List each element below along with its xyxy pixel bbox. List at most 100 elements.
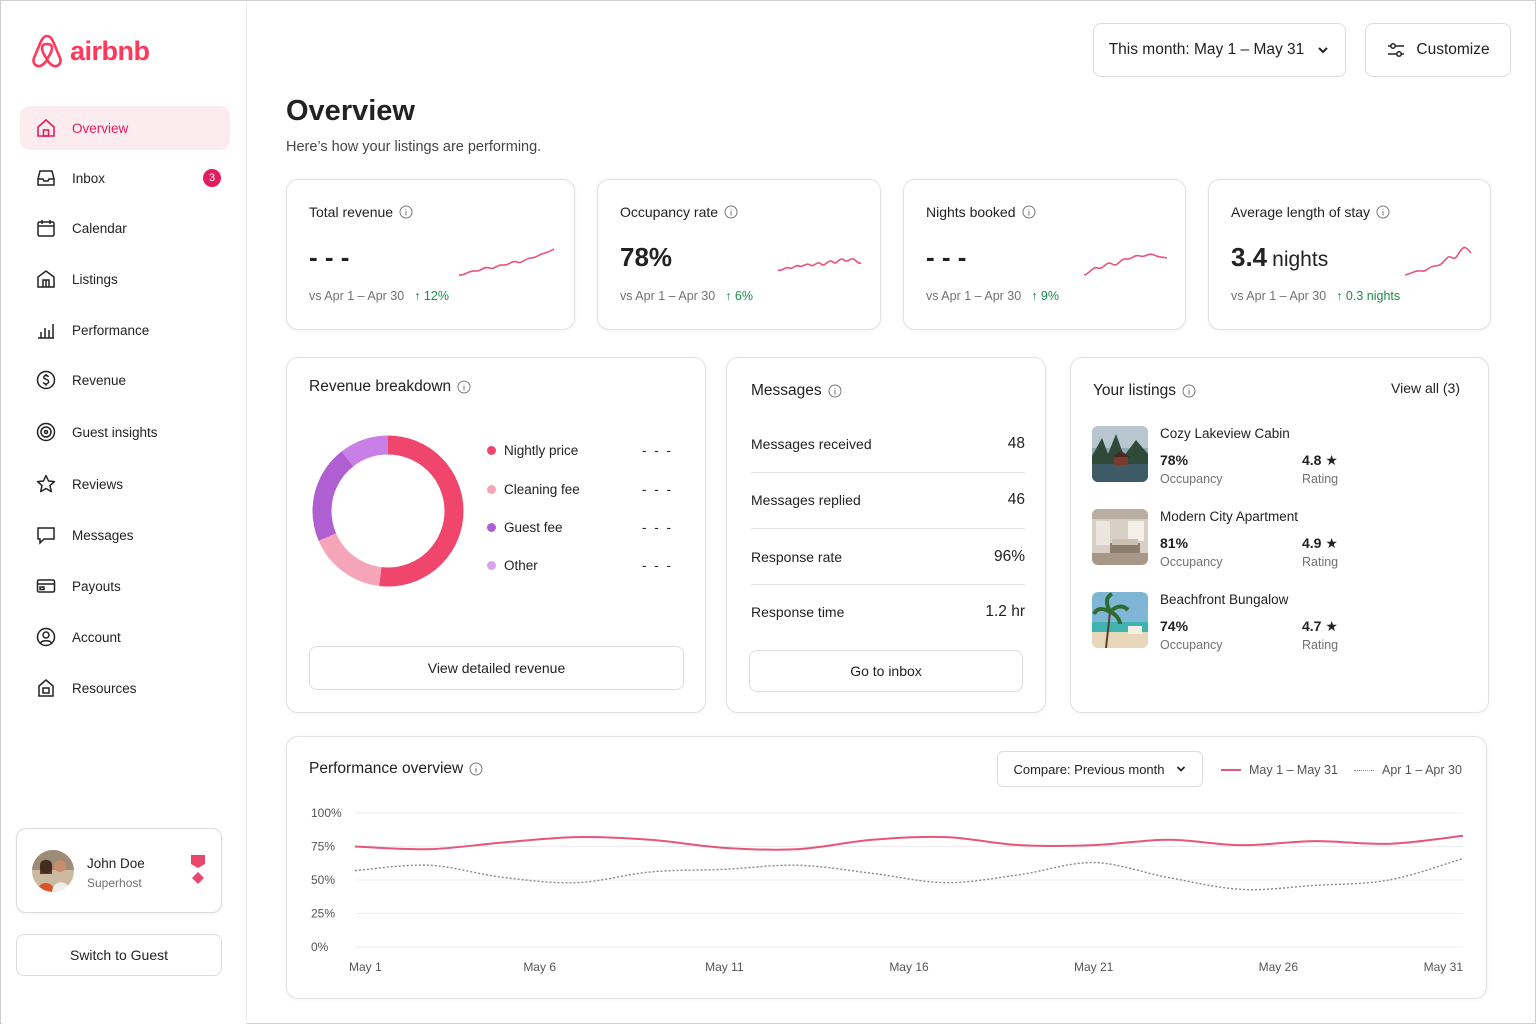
sidebar-item-revenue[interactable]: Revenue (20, 358, 230, 402)
info-icon[interactable] (1022, 205, 1036, 219)
kpi-compare: vs Apr 1 – Apr 30 ↑ 6% (620, 289, 753, 303)
x-tick-label: May 6 (523, 960, 556, 974)
x-tick-label: May 16 (889, 960, 929, 974)
sidebar-item-label: Calendar (72, 220, 127, 236)
sidebar-item-listings[interactable]: Listings (20, 257, 230, 301)
view-detailed-revenue-button[interactable]: View detailed revenue (309, 646, 684, 690)
kpi-compare: vs Apr 1 – Apr 30 ↑ 0.3 nights (1231, 289, 1401, 303)
sparkline (1083, 253, 1168, 276)
card-title: Revenue breakdown (309, 378, 471, 396)
info-icon[interactable] (1376, 205, 1390, 219)
sliders-icon (1388, 43, 1405, 57)
kpi-card-nights-booked: Nights booked - - - vs Apr 1 – Apr 30 ↑ 9… (903, 179, 1186, 330)
x-tick-label: May 26 (1259, 960, 1299, 974)
your-listings-card: Your listings View all (3) Cozy Lakeview… (1070, 357, 1489, 713)
sidebar-item-messages[interactable]: Messages (20, 513, 230, 557)
listing-rating-label: Rating (1302, 472, 1339, 486)
user-role: Superhost (87, 876, 142, 890)
sidebar-item-resources[interactable]: Resources (20, 666, 230, 710)
legend-previous-period: Apr 1 – Apr 30 (1354, 763, 1462, 777)
listing-occupancy: 78% (1160, 452, 1189, 468)
kpi-value: 78% (620, 242, 673, 272)
home-icon (20, 117, 72, 139)
kpi-compare: vs Apr 1 – Apr 30 ↑ 12% (309, 289, 449, 303)
message-icon (20, 524, 72, 546)
divider (751, 472, 1025, 473)
kpi-value: - - - (926, 242, 967, 272)
kpi-compare: vs Apr 1 – Apr 30 ↑ 9% (926, 289, 1059, 303)
kpi-delta: ↑ 6% (725, 289, 753, 303)
listing-item[interactable]: Cozy Lakeview Cabin 78% Occupancy 4.8 ★ … (1092, 426, 1352, 496)
sidebar: airbnb Overview Inbox Calendar (2, 2, 247, 1024)
calendar-icon (20, 217, 72, 239)
superhost-badge-icon (189, 854, 207, 893)
card-title: Messages (751, 382, 842, 400)
donut-segment-other (312, 435, 464, 587)
sidebar-item-label: Account (72, 629, 121, 645)
page-subtitle: Here’s how your listings are performing. (286, 139, 542, 155)
logo[interactable]: airbnb (30, 32, 150, 70)
series-line-current (354, 834, 1464, 851)
donut-segment-guest-fee (312, 435, 464, 587)
info-icon[interactable] (469, 762, 483, 776)
sidebar-item-label: Overview (72, 120, 129, 136)
kpi-label: Average length of stay (1231, 204, 1390, 220)
account-icon (20, 626, 72, 648)
kpi-value: 3.4 nights (1231, 242, 1329, 272)
switch-to-guest-button[interactable]: Switch to Guest (16, 934, 222, 976)
info-icon[interactable] (399, 205, 413, 219)
sidebar-item-reviews[interactable]: Reviews (20, 462, 230, 506)
y-tick-label: 50% (311, 873, 335, 887)
kpi-delta: ↑ 12% (414, 289, 449, 303)
view-all-listings-link[interactable]: View all (3) (1391, 380, 1460, 396)
info-icon[interactable] (828, 384, 842, 398)
listing-item[interactable]: Modern City Apartment 81% Occupancy 4.9 … (1092, 509, 1352, 579)
revenue-donut-chart (312, 435, 464, 587)
info-icon[interactable] (1182, 384, 1196, 398)
sidebar-item-overview[interactable]: Overview (20, 106, 230, 150)
listing-occupancy: 74% (1160, 618, 1189, 634)
kpi-value: - - - (309, 242, 350, 272)
compare-period-select[interactable]: Compare: Previous month (997, 751, 1203, 787)
sidebar-item-label: Payouts (72, 578, 121, 594)
kpi-delta: ↑ 0.3 nights (1336, 289, 1401, 303)
listing-name: Beachfront Bungalow (1160, 592, 1289, 607)
legend-swatch (487, 560, 496, 570)
kpi-card-average-stay: Average length of stay 3.4 nights vs Apr … (1208, 179, 1491, 330)
info-icon[interactable] (457, 380, 471, 394)
payout-card-icon (20, 575, 72, 597)
card-title: Your listings (1093, 382, 1196, 400)
go-to-inbox-button[interactable]: Go to inbox (749, 650, 1023, 692)
listing-occupancy-label: Occupancy (1160, 555, 1223, 569)
sidebar-item-performance[interactable]: Performance (20, 308, 230, 352)
date-range-label: This month: May 1 – May 31 (1108, 41, 1305, 58)
listing-rating: 4.8 ★ (1302, 452, 1338, 468)
sidebar-item-calendar[interactable]: Calendar (20, 206, 230, 250)
legend-swatch (487, 522, 496, 532)
brand-name: airbnb (70, 35, 150, 66)
sidebar-item-guest-insights[interactable]: Guest insights (20, 410, 230, 454)
listing-name: Cozy Lakeview Cabin (1160, 426, 1290, 441)
kpi-label: Occupancy rate (620, 204, 738, 220)
legend-item: Nightly price - - - (487, 440, 673, 460)
listing-photo (1092, 509, 1148, 565)
date-range-dropdown[interactable]: This month: May 1 – May 31 (1093, 23, 1346, 77)
airbnb-logo-icon (32, 34, 62, 68)
page-title: Overview (286, 95, 415, 127)
kpi-delta: ↑ 9% (1031, 289, 1059, 303)
customize-button[interactable]: Customize (1365, 23, 1511, 77)
listing-occupancy-label: Occupancy (1160, 638, 1223, 652)
performance-line-chart: 100% 75% 50% 25% 0% May 1 May 6 May 11 May 16 May… (311, 806, 1464, 974)
listing-item[interactable]: Beachfront Bungalow 74% Occupancy 4.7 ★ … (1092, 592, 1352, 662)
legend-current-period: May 1 – May 31 (1221, 763, 1338, 777)
kpi-label: Total revenue (309, 204, 413, 220)
y-tick-label: 0% (311, 940, 329, 954)
sidebar-item-label: Reviews (72, 476, 124, 492)
user-card[interactable]: John Doe Superhost (16, 828, 222, 913)
chevron-down-icon (1318, 47, 1328, 54)
sidebar-item-account[interactable]: Account (20, 615, 230, 659)
sidebar-item-payouts[interactable]: Payouts (20, 564, 230, 608)
sidebar-item-inbox[interactable]: Inbox (20, 156, 230, 200)
info-icon[interactable] (724, 205, 738, 219)
legend-swatch (1354, 769, 1374, 771)
